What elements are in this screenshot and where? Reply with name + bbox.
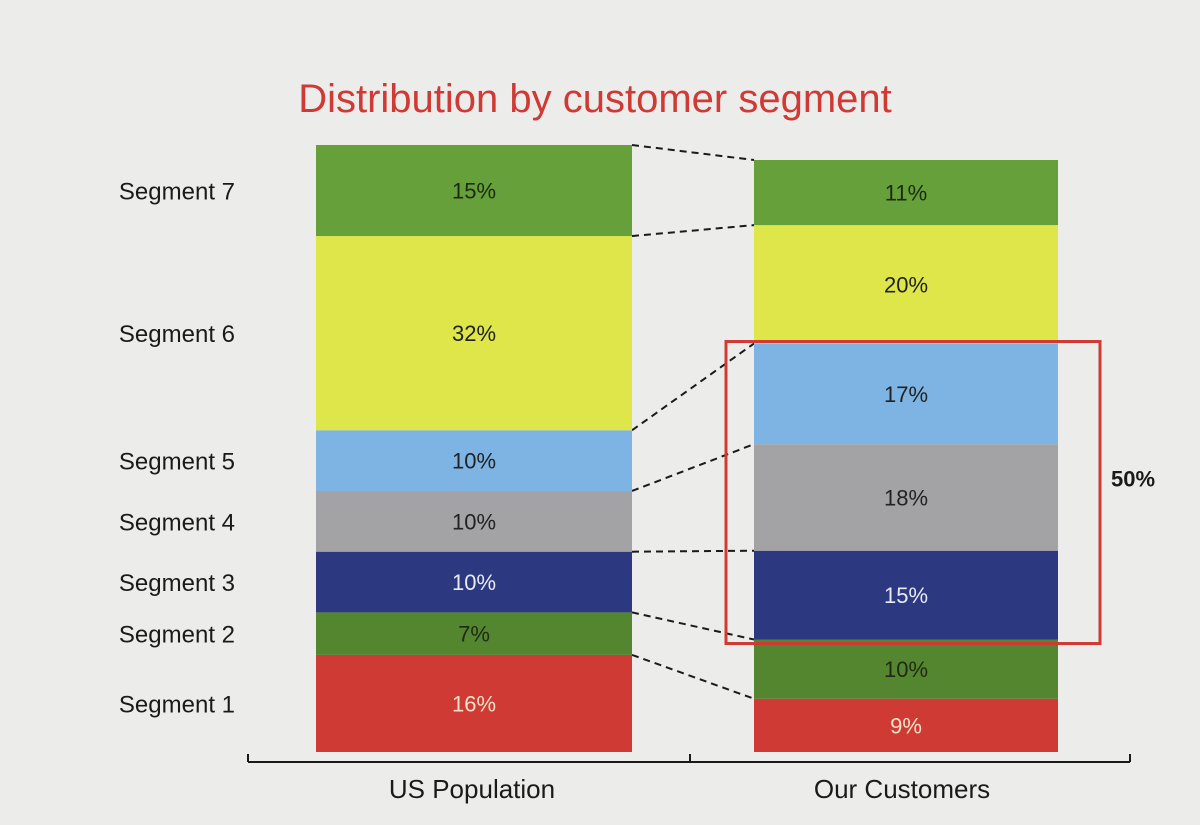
segment-label-7: Segment 7 (119, 179, 235, 206)
segment-label-4: Segment 4 (119, 509, 235, 536)
segment-label-3: Segment 3 (119, 570, 235, 597)
us-population-segment-6-value-label: 32% (452, 321, 496, 346)
our-customers-segment-1-value-label: 9% (890, 713, 922, 738)
our-customers-segment-6-value-label: 20% (884, 272, 928, 297)
segment-labels: Segment 1 Segment 2 Segment 3 Segment 4 Segm… (119, 179, 235, 719)
our-customers-segment-4-value-label: 18% (884, 485, 928, 510)
us-population-segment-3-value-label: 10% (452, 570, 496, 595)
chart-title: Distribution by customer segment (298, 77, 892, 121)
connector-line-4 (631, 443, 755, 492)
connector-line-1 (631, 653, 755, 700)
us-population-segment-5-value-label: 10% (452, 449, 496, 474)
connector-line-7 (631, 144, 755, 161)
category-label-our-customers: Our Customers (814, 774, 990, 804)
our-customers-segment-4-bar (754, 444, 1058, 551)
our-customers-segment-1-bar (754, 698, 1058, 752)
x-axis: US Population Our Customers (247, 754, 1131, 804)
our-customers-segment-3-value-label: 15% (884, 583, 928, 608)
our-customers-segment-5-value-label: 17% (884, 382, 928, 407)
our-customers-segment-2-value-label: 10% (884, 657, 928, 682)
category-label-us-population: US Population (389, 774, 555, 804)
us-population-segment-1-value-label: 16% (452, 691, 496, 716)
us-population-segment-5-bar (316, 430, 632, 491)
our-customers-segment-5-bar (754, 343, 1058, 445)
segment-label-2: Segment 2 (119, 622, 235, 649)
highlight-box (724, 340, 1102, 646)
connector-lines (631, 144, 755, 700)
us-population-segment-2-value-label: 7% (458, 622, 490, 647)
highlight-group: 50% (724, 340, 1155, 646)
segment-label-5: Segment 5 (119, 449, 235, 476)
highlight-total-label: 50% (1111, 467, 1155, 492)
bar-stack-group: 16% 7% 10% 10% 10% 32% 15% 9% 10% 15% 18% 17% 20% 11% (316, 145, 1058, 752)
segment-label-1: Segment 1 (119, 691, 235, 718)
us-population-segment-4-value-label: 10% (452, 509, 496, 534)
us-population-segment-4-bar (316, 490, 632, 552)
our-customers-segment-3-bar (754, 550, 1058, 640)
connector-line-3 (631, 549, 755, 553)
connector-line-6 (631, 224, 755, 238)
us-population-segment-7-bar (316, 145, 632, 237)
us-population-segment-1-bar (316, 654, 632, 752)
us-population-segment-7-value-label: 15% (452, 179, 496, 204)
our-customers-segment-7-value-label: 11% (885, 181, 927, 206)
our-customers-segment-7-bar (754, 160, 1058, 226)
segment-label-6: Segment 6 (119, 321, 235, 348)
us-population-segment-3-bar (316, 551, 632, 613)
us-population-segment-2-bar (316, 612, 632, 655)
our-customers-segment-6-bar (754, 225, 1058, 344)
connector-line-5 (631, 342, 755, 432)
us-population-segment-6-bar (316, 236, 632, 431)
connector-line-2 (631, 611, 755, 641)
our-customers-segment-2-bar (754, 639, 1058, 699)
